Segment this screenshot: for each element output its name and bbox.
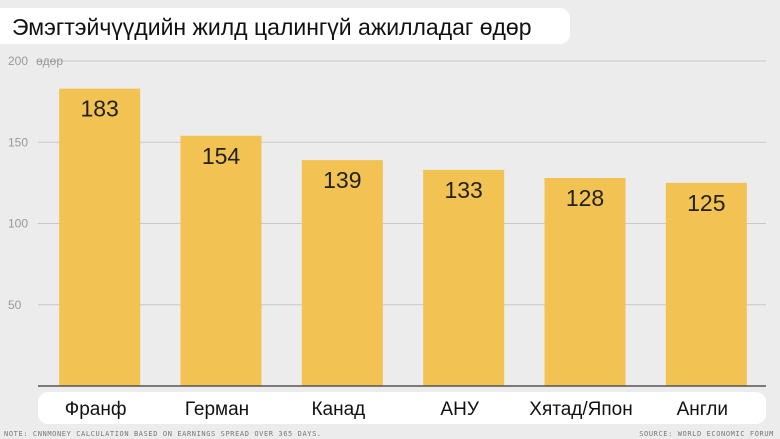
- title-background: [0, 8, 570, 44]
- bar: [544, 178, 626, 386]
- y-tick-label: 100: [8, 217, 28, 231]
- source-note: SOURCE: WORLD ECONOMIC FORUM: [639, 430, 774, 438]
- footnote: NOTE: CNNMONEY CALCULATION BASED ON EARN…: [4, 430, 322, 438]
- bar: [301, 160, 383, 386]
- y-unit-label: өдөр: [36, 54, 63, 68]
- chart-title: Эмэгтэйчүүдийн жилд цалингүй ажилладаг ө…: [12, 14, 532, 40]
- category-label: Хятад/Япон: [529, 399, 632, 420]
- category-label: Англи: [677, 399, 728, 420]
- bar: [180, 135, 262, 386]
- bar: [59, 88, 141, 386]
- category-label: Канад: [311, 399, 365, 420]
- bar: [665, 182, 747, 386]
- data-label: 125: [687, 190, 725, 216]
- category-label-background: [38, 392, 766, 424]
- data-label: 183: [80, 96, 118, 122]
- y-tick-label: 200: [8, 54, 28, 68]
- y-tick-label: 150: [8, 135, 28, 149]
- data-label: 128: [566, 185, 604, 211]
- category-label: Герман: [185, 399, 249, 420]
- bar: [423, 169, 505, 386]
- data-label: 133: [444, 177, 482, 203]
- y-tick-label: 50: [8, 298, 22, 312]
- category-label: АНУ: [440, 399, 479, 420]
- data-label: 139: [323, 167, 361, 193]
- category-label: Франф: [65, 399, 127, 420]
- data-label: 154: [202, 143, 241, 169]
